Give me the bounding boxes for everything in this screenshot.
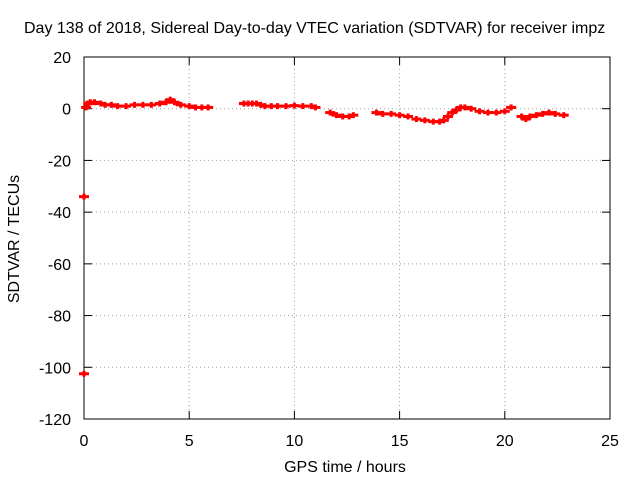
y-tick-label: -40 [48, 205, 71, 222]
y-axis-label: SDTVAR / TECUs [6, 175, 23, 303]
y-tick-label: -80 [48, 309, 71, 326]
x-tick-label: 20 [496, 433, 514, 450]
y-tick-label: 0 [62, 102, 71, 119]
y-tick-label: 20 [53, 50, 71, 67]
x-tick-label: 5 [185, 433, 194, 450]
x-tick-label: 10 [286, 433, 304, 450]
x-tick-label: 15 [391, 433, 409, 450]
tick-layer: 0 5 10 15 20 25 -120 -100 -80 -60 -40 -20 0 20 [39, 50, 619, 450]
y-tick-label: -120 [39, 412, 71, 429]
x-axis-label: GPS time / hours [284, 459, 406, 476]
x-tick-label: 25 [601, 433, 619, 450]
x-tick-label: 0 [80, 433, 89, 450]
data-points [79, 96, 569, 377]
y-tick-label: -20 [48, 153, 71, 170]
grid-layer [84, 57, 610, 419]
plot-frame [83, 56, 611, 420]
chart-title: Day 138 of 2018, Sidereal Day-to-day VTE… [24, 20, 605, 37]
y-tick-label: -100 [39, 360, 71, 377]
y-tick-label: -60 [48, 257, 71, 274]
